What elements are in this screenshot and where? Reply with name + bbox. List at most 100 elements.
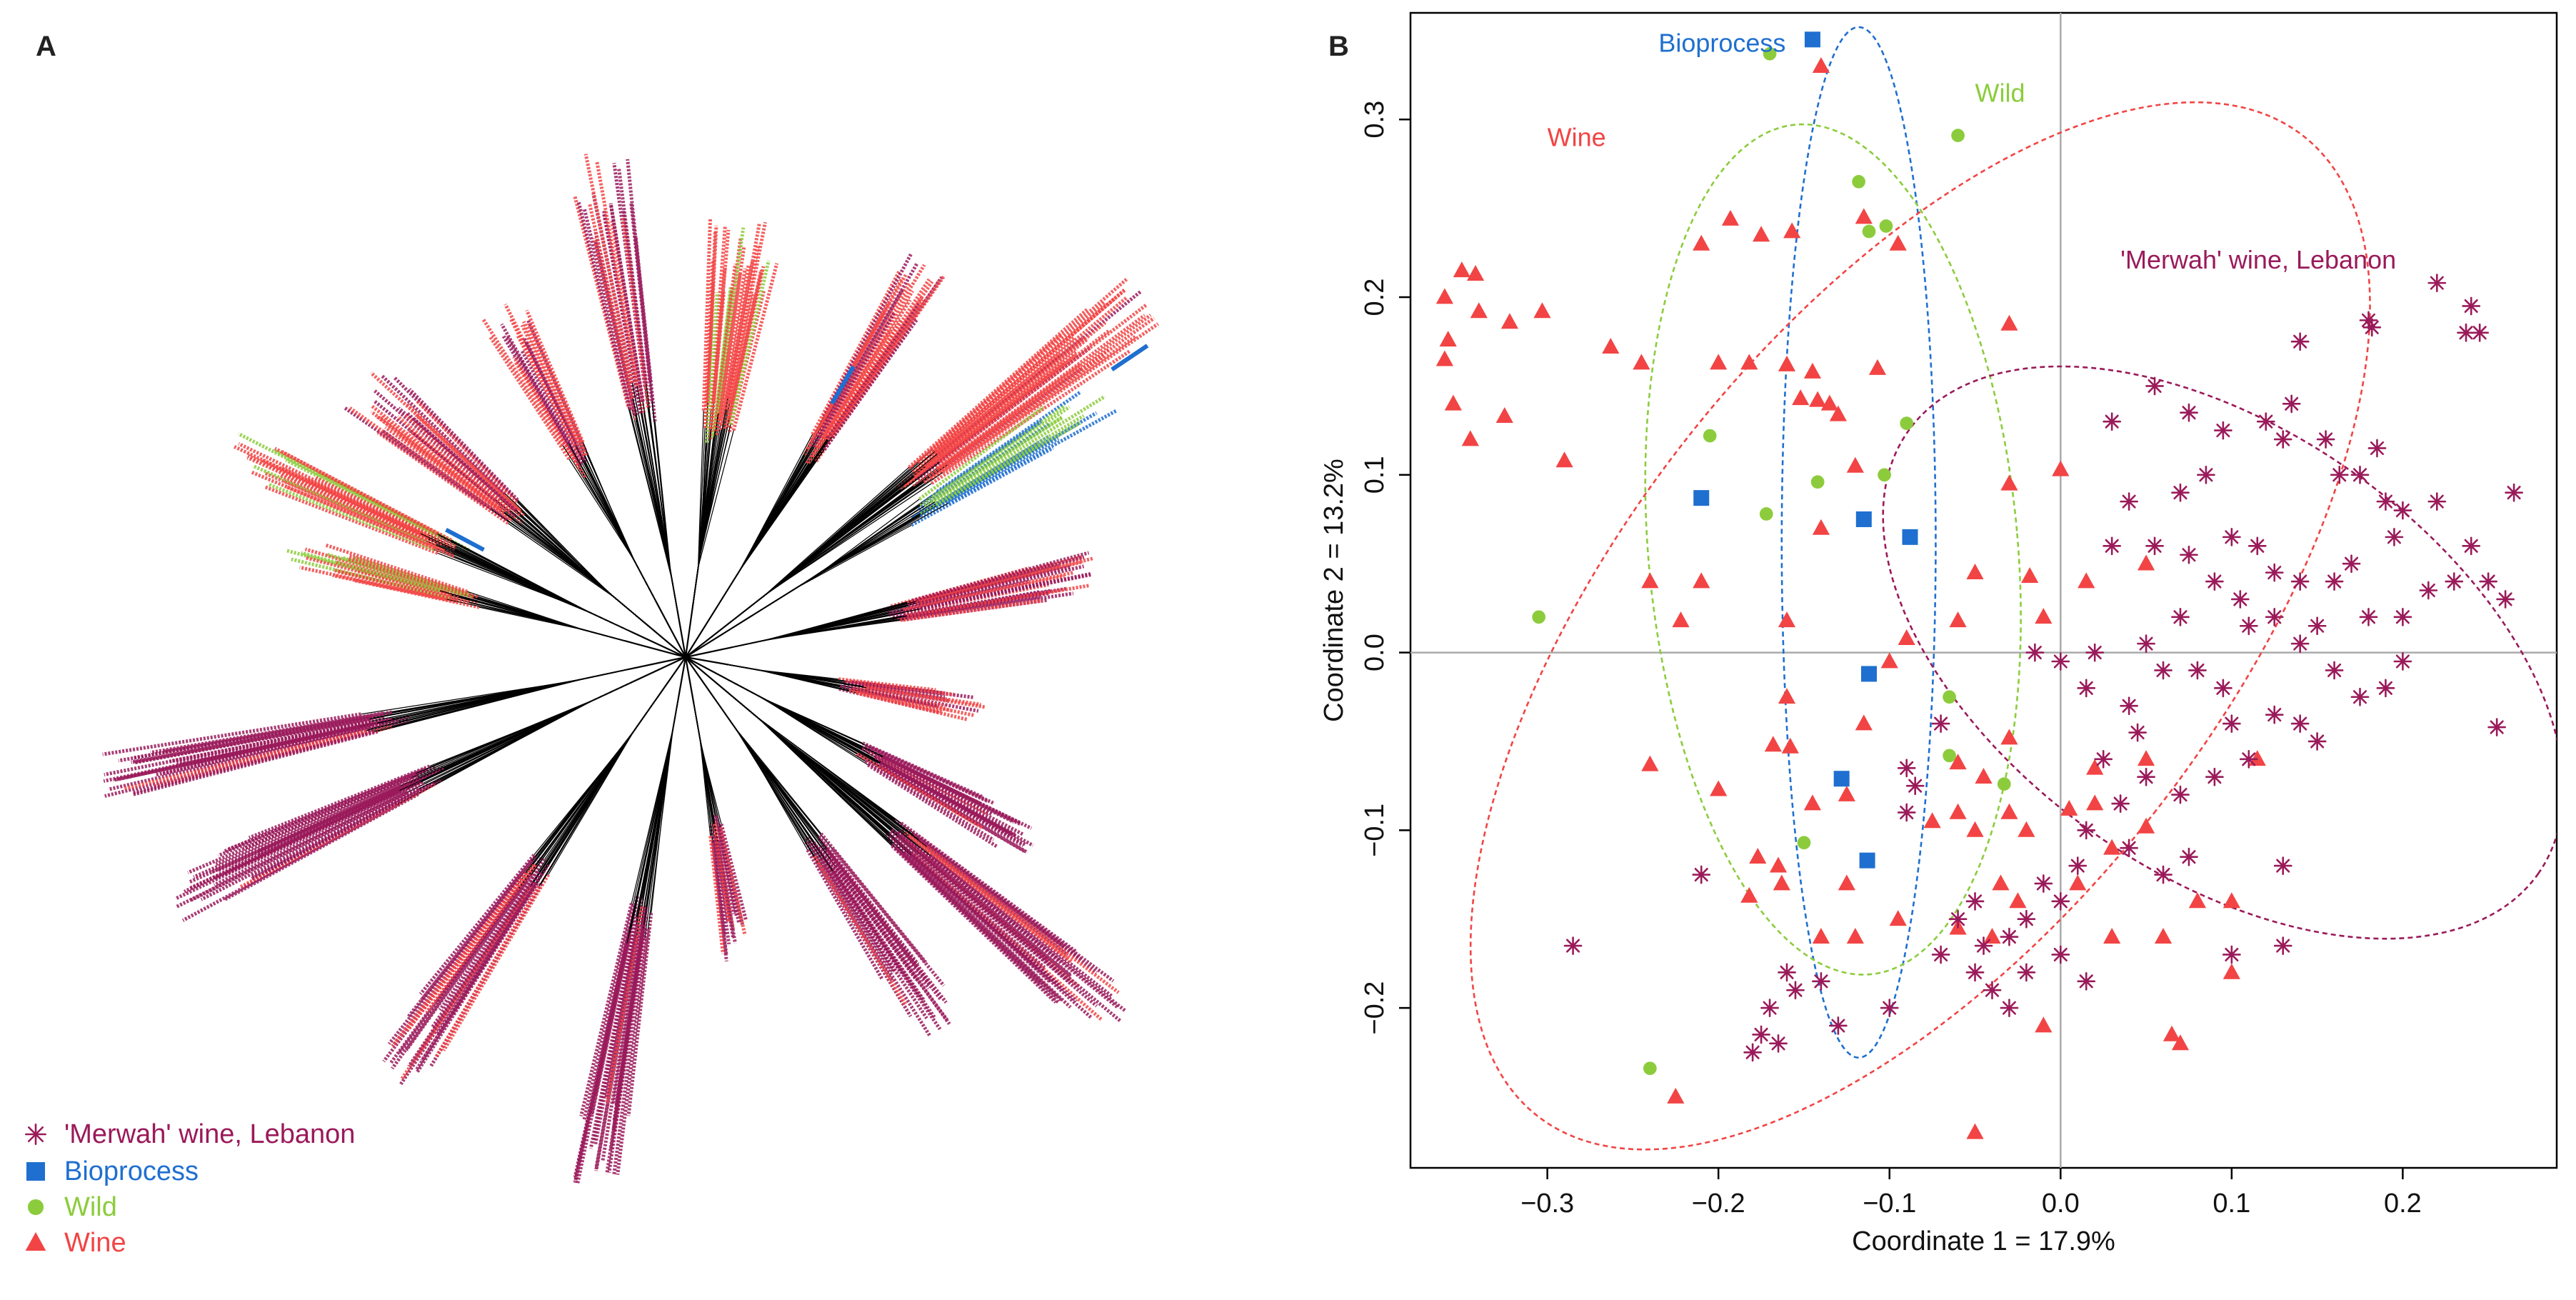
data-point-asterisk — [2393, 652, 2412, 671]
legend-square-glyph — [26, 1162, 45, 1181]
tree-branch — [369, 683, 562, 720]
legend-item-bioprocess: Bioprocess — [26, 1156, 199, 1186]
y-tick-label: 0.3 — [1360, 101, 1390, 139]
pcoa-plot: −0.3 −0.2 −0.1 0.0 0.1 0.2 −0.2 −0.1 0.0 0.1 0.2 0… — [1319, 11, 2558, 1256]
tree-tip-labels — [408, 388, 519, 501]
tree-tip-labels — [233, 445, 422, 536]
tree-tip-labels — [864, 759, 995, 842]
tree-tip-labels — [612, 938, 647, 1175]
data-point-asterisk — [2222, 528, 2241, 546]
data-point-asterisk — [2128, 723, 2147, 742]
data-point-circle — [1943, 690, 1956, 704]
tree-tip-labels — [938, 303, 1148, 464]
tree-clade — [233, 432, 629, 631]
tree-tip-labels — [846, 679, 954, 696]
data-point-asterisk — [2205, 767, 2224, 786]
data-point-asterisk — [2307, 616, 2327, 636]
tree-tip-labels — [708, 836, 725, 954]
data-point-triangle — [2000, 729, 2018, 745]
tree-branch — [783, 619, 901, 637]
tree-tip-labels — [582, 208, 634, 411]
tree-tip-labels — [616, 929, 651, 1175]
tree-tip-labels — [923, 354, 1106, 484]
data-point-triangle — [1966, 563, 1984, 579]
data-point-circle — [1763, 46, 1777, 61]
data-point-triangle — [1740, 354, 1758, 370]
data-point-triangle — [2188, 892, 2207, 909]
tree-tip-labels — [500, 323, 571, 444]
tree-tip-labels — [626, 912, 653, 1116]
legend-asterisk-glyph — [25, 1124, 46, 1145]
legend-label-wild: Wild — [64, 1192, 117, 1222]
tree-tip-labels — [918, 405, 1045, 501]
tree-tip-labels — [711, 824, 731, 923]
tree-tip-labels — [605, 906, 644, 1104]
tree-branch — [758, 717, 893, 844]
data-point-asterisk — [2051, 945, 2070, 964]
data-point-circle — [1643, 1061, 1657, 1076]
tree-tip-labels — [712, 836, 731, 945]
tree-clade — [728, 664, 986, 721]
data-point-triangle — [1641, 755, 1659, 771]
tree-branch — [508, 523, 616, 599]
data-point-asterisk — [1948, 909, 1968, 929]
tree-tip-labels — [214, 779, 422, 881]
data-point-triangle — [1752, 226, 1770, 242]
data-point-triangle — [1667, 1087, 1685, 1104]
data-point-asterisk — [2470, 323, 2490, 342]
tree-tip-labels — [131, 716, 371, 764]
tree-tip-labels — [718, 826, 747, 936]
data-point-asterisk — [2094, 749, 2113, 769]
tree-tip-labels — [405, 411, 517, 511]
y-axis-label: Coordinate 2 = 13.2% — [1319, 459, 1349, 722]
tree-tip-labels — [933, 394, 1106, 504]
tree-branch — [735, 728, 822, 834]
tree-branch — [478, 606, 583, 630]
tree-branch — [748, 446, 815, 557]
tree-branch — [420, 533, 573, 606]
data-point-asterisk — [2316, 430, 2335, 449]
tree-tip-labels — [806, 301, 892, 451]
data-point-triangle — [1812, 519, 1830, 535]
reference-lines — [1410, 13, 2557, 1168]
tree-branch — [533, 740, 628, 856]
tree-tip-labels — [918, 564, 1085, 607]
tree-tip-labels — [379, 414, 506, 514]
data-point-asterisk — [2145, 536, 2164, 556]
data-point-asterisk — [2025, 643, 2045, 662]
tree-clade — [573, 699, 679, 1184]
ellipse-label-wine: Wine — [1548, 123, 1606, 152]
tree-branch — [698, 424, 731, 559]
tree-tip-labels — [155, 722, 382, 777]
tree-bioprocess-tips — [1111, 344, 1149, 371]
tree-branch — [769, 727, 927, 848]
tree-tip-labels — [134, 717, 370, 765]
data-point-asterisk — [2350, 687, 2370, 706]
data-point-triangle — [2137, 750, 2155, 766]
data-point-asterisk — [2085, 643, 2105, 662]
data-point-triangle — [1975, 768, 1993, 784]
data-point-asterisk — [2154, 865, 2172, 884]
tree-tip-labels — [102, 712, 361, 756]
tree-tip-labels — [223, 792, 419, 902]
data-point-triangle — [1838, 874, 1855, 891]
tree-tip-labels — [821, 866, 932, 1037]
tree-branch — [818, 505, 937, 574]
tree-branch — [435, 699, 595, 785]
tree-branch — [583, 629, 626, 641]
data-point-square — [1902, 529, 1918, 545]
data-point-asterisk — [1897, 759, 1916, 778]
data-point-triangle — [1868, 359, 1887, 375]
data-point-triangle — [2035, 608, 2053, 624]
tree-tip-labels — [897, 595, 1041, 621]
data-point-asterisk — [2419, 581, 2438, 600]
tree-tip-labels — [893, 819, 1066, 949]
tree-tip-labels — [227, 771, 417, 851]
tree-branch — [455, 546, 570, 604]
data-point-asterisk — [2180, 545, 2198, 564]
data-point-asterisk — [2051, 891, 2070, 911]
data-point-triangle — [1672, 611, 1690, 628]
data-point-triangle — [1641, 572, 1659, 589]
tree-tip-labels — [823, 318, 918, 451]
tree-tip-labels — [264, 484, 438, 555]
